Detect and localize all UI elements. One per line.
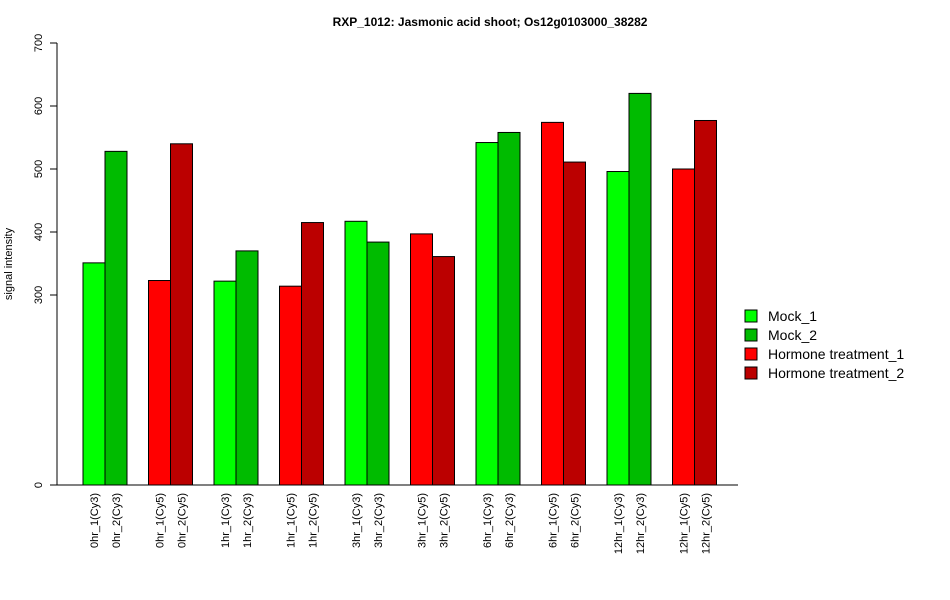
x-tick-label: 3hr_2(Cy3) (373, 493, 385, 548)
y-ticks: 0 300 400 500 600 700 (33, 34, 57, 488)
bar (410, 233, 433, 486)
x-tick-label: 3hr_2(Cy5) (439, 493, 451, 548)
legend-label: Hormone treatment_2 (768, 365, 904, 381)
bar (301, 222, 324, 486)
x-tick-label: 6hr_1(Cy5) (548, 493, 560, 548)
y-tick-label: 400 (33, 223, 45, 241)
bar (104, 150, 128, 486)
legend-label: Mock_1 (768, 308, 817, 324)
bar (213, 280, 237, 486)
legend-swatch (744, 309, 758, 323)
legend-swatch (744, 366, 758, 380)
y-tick-label: 300 (33, 286, 45, 304)
x-tick-label: 0hr_2(Cy3) (111, 493, 123, 548)
bar (148, 280, 171, 486)
bar (606, 171, 630, 486)
legend-swatch (744, 347, 758, 361)
x-tick-label: 12hr_2(Cy5) (701, 493, 713, 554)
bar (344, 220, 368, 486)
chart-title: RXP_1012: Jasmonic acid shoot; Os12g0103… (333, 15, 648, 29)
legend-label: Mock_2 (768, 327, 817, 343)
x-tick-label: 12hr_1(Cy3) (613, 493, 625, 554)
bar (563, 161, 586, 486)
bar (475, 142, 499, 486)
x-tick-label: 1hr_2(Cy3) (242, 493, 254, 548)
legend-label: Hormone treatment_1 (768, 346, 904, 362)
y-tick-label: 700 (33, 34, 45, 52)
legend-swatch (744, 328, 758, 342)
x-tick-label: 0hr_2(Cy5) (177, 493, 189, 548)
x-tick-label: 0hr_1(Cy5) (155, 493, 167, 548)
bars (82, 92, 717, 486)
y-tick-label: 600 (33, 97, 45, 115)
x-tick-labels: 0hr_1(Cy3) 0hr_2(Cy3) 0hr_1(Cy5) 0hr_2(Cy5)… (89, 493, 713, 554)
y-axis-label: signal intensity (3, 227, 15, 300)
bar (694, 119, 717, 486)
bar (628, 92, 652, 486)
x-tick-label: 12hr_2(Cy3) (635, 493, 647, 554)
bar (672, 168, 695, 486)
x-tick-label: 0hr_1(Cy3) (89, 493, 101, 548)
legend: Mock_1 Mock_2 Hormone treatment_1 Hormone t… (744, 308, 904, 381)
y-tick-label: 0 (33, 482, 45, 488)
bar (279, 285, 302, 486)
x-tick-label: 6hr_1(Cy3) (482, 493, 494, 548)
x-tick-label: 6hr_2(Cy5) (570, 493, 582, 548)
x-tick-label: 1hr_1(Cy3) (220, 493, 232, 548)
bar (432, 256, 455, 486)
bar (82, 262, 106, 486)
x-tick-label: 1hr_2(Cy5) (308, 493, 320, 548)
x-tick-label: 3hr_1(Cy3) (351, 493, 363, 548)
x-tick-label: 12hr_1(Cy5) (679, 493, 691, 554)
y-tick-label: 500 (33, 160, 45, 178)
bar (170, 143, 193, 486)
bar (497, 131, 521, 486)
x-tick-label: 3hr_1(Cy5) (417, 493, 429, 548)
bar (235, 250, 259, 486)
x-tick-label: 1hr_1(Cy5) (286, 493, 298, 548)
bar (541, 121, 564, 486)
x-tick-label: 6hr_2(Cy3) (504, 493, 516, 548)
bar (366, 241, 390, 486)
